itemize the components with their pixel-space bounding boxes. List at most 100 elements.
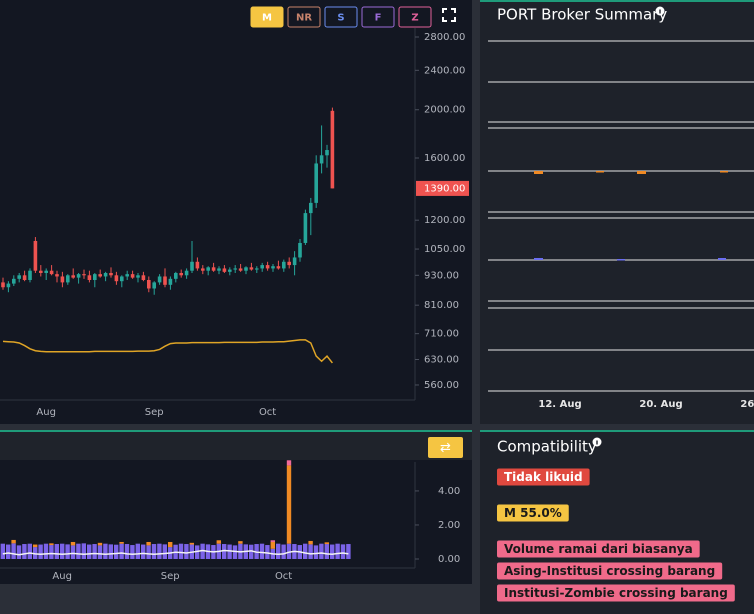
x-tick-label: Sep bbox=[145, 407, 164, 418]
bar-segment bbox=[324, 544, 329, 559]
badge bbox=[497, 584, 735, 602]
y-tick-label: 2400.00 bbox=[424, 65, 465, 76]
bar-segment bbox=[0, 543, 6, 559]
bar-segment bbox=[11, 539, 16, 544]
candle-body bbox=[260, 265, 264, 269]
badge bbox=[497, 540, 700, 558]
bar-segment bbox=[162, 544, 167, 559]
candle-body bbox=[211, 267, 216, 271]
toolbar-button[interactable] bbox=[250, 6, 284, 28]
candle-body bbox=[314, 163, 318, 203]
y-tick-label: 930.00 bbox=[424, 270, 459, 281]
bar-segment bbox=[168, 541, 173, 548]
candle-body bbox=[22, 275, 27, 281]
info-glyph bbox=[596, 440, 598, 445]
bar-segment bbox=[286, 543, 292, 559]
bar-segment bbox=[60, 543, 65, 559]
bar-segment bbox=[276, 543, 281, 559]
candle-body bbox=[271, 266, 275, 269]
bar-segment bbox=[270, 541, 275, 549]
bar-segment bbox=[11, 543, 16, 559]
bar-segment bbox=[151, 544, 157, 559]
candle-body bbox=[12, 278, 16, 284]
y-tick-label: 1200.00 bbox=[424, 215, 465, 226]
candle-body bbox=[98, 274, 102, 277]
candle-body bbox=[17, 275, 21, 279]
toolbar-button[interactable] bbox=[398, 6, 432, 28]
candle-body bbox=[109, 272, 113, 276]
bar-segment bbox=[33, 544, 38, 548]
y-tick-label: 0.00 bbox=[438, 554, 460, 565]
candle-body bbox=[233, 268, 237, 270]
x-tick-label: Aug bbox=[52, 571, 72, 582]
broker-bars bbox=[534, 171, 728, 261]
bar-segment bbox=[141, 544, 146, 559]
badge-label: M 55.0% bbox=[504, 506, 562, 520]
last-price-label: 1390.00 bbox=[424, 183, 465, 194]
bar-segment bbox=[54, 544, 59, 559]
bar-segment bbox=[238, 541, 243, 544]
y-tick-label: 1600.00 bbox=[424, 153, 465, 164]
swap-button[interactable] bbox=[428, 437, 463, 458]
bar-segment bbox=[97, 542, 103, 546]
candle-body bbox=[39, 270, 43, 273]
bar-segment bbox=[76, 543, 81, 559]
bar-segment bbox=[119, 543, 124, 559]
y-tick-label: 1050.00 bbox=[424, 244, 465, 255]
x-tick-label: Sep bbox=[161, 571, 180, 582]
y-tick-label: 710.00 bbox=[424, 329, 459, 340]
candle-body bbox=[66, 275, 70, 283]
broker-grid bbox=[488, 40, 754, 392]
candle-body bbox=[217, 268, 221, 271]
bar-segment bbox=[265, 545, 270, 559]
x-tick-label: Aug bbox=[36, 407, 56, 418]
bar-segment bbox=[195, 545, 200, 559]
candle-body bbox=[228, 269, 232, 272]
badge-label: Asing-Institusi crossing barang bbox=[504, 564, 715, 578]
candle-body bbox=[238, 268, 243, 271]
y-tick-label: 2000.00 bbox=[424, 105, 465, 116]
bar-segment bbox=[43, 543, 49, 559]
candle-body bbox=[152, 282, 156, 289]
candle-body bbox=[120, 276, 124, 282]
bar-segment bbox=[65, 544, 70, 559]
toolbar-button-label: M bbox=[262, 13, 272, 24]
candle-body bbox=[125, 274, 129, 277]
bar-segment bbox=[308, 540, 313, 545]
candle-body bbox=[33, 240, 38, 271]
candle-body bbox=[163, 276, 167, 285]
bar-segment bbox=[27, 543, 32, 559]
bar-segment bbox=[200, 543, 205, 559]
candle-body bbox=[71, 275, 75, 278]
candle-body bbox=[6, 283, 11, 288]
badge bbox=[497, 504, 569, 522]
candle-body bbox=[319, 155, 324, 164]
bar-segment bbox=[124, 544, 130, 559]
bar-segment bbox=[216, 540, 221, 544]
candle-body bbox=[76, 274, 81, 278]
bar-segment bbox=[189, 542, 194, 545]
toolbar-button-label: S bbox=[337, 13, 344, 24]
compat-title: Compatibility bbox=[497, 438, 597, 456]
toolbar-button[interactable] bbox=[287, 6, 321, 28]
overlay-line bbox=[2, 339, 333, 364]
candle-body bbox=[82, 274, 86, 276]
fullscreen-icon[interactable] bbox=[442, 8, 456, 22]
badge-label: Volume ramai dari biasanya bbox=[504, 542, 693, 556]
bar-segment bbox=[286, 460, 292, 466]
candle-body bbox=[157, 276, 162, 283]
toolbar-button[interactable] bbox=[324, 6, 358, 28]
candle-body bbox=[60, 276, 65, 283]
bar-segment bbox=[103, 543, 108, 559]
candle-body bbox=[141, 275, 146, 281]
candle-body bbox=[103, 272, 108, 277]
candle-body bbox=[55, 274, 59, 277]
candle-body bbox=[93, 274, 97, 281]
indicator-line bbox=[2, 549, 349, 556]
candle-body bbox=[249, 267, 254, 270]
bar-segment bbox=[249, 544, 254, 559]
x-tick-label: Oct bbox=[259, 407, 276, 418]
compat-panel bbox=[480, 430, 754, 614]
toolbar-button[interactable] bbox=[361, 6, 395, 28]
